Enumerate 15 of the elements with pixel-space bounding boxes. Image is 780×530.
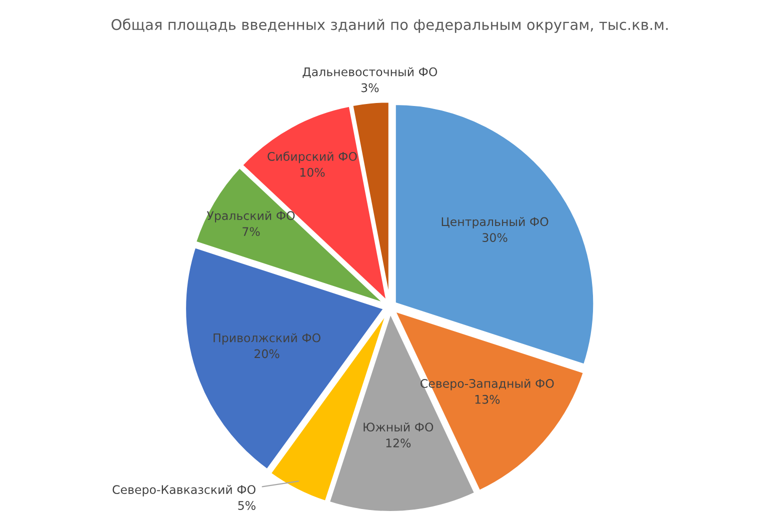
slice-label: Южный ФО: [364, 422, 434, 432]
data-label: 20%: [254, 349, 280, 358]
slice-label: Приволжский ФО: [214, 333, 320, 345]
data-label: 7%: [242, 227, 260, 236]
data-label: 3%: [361, 83, 379, 92]
slice-label: Северо-Кавказский ФО: [112, 484, 256, 496]
slice-label: Дальневосточный ФО: [302, 67, 438, 78]
data-label: 5%: [238, 501, 256, 510]
chart-title: Общая площадь введенных зданий по федеральным округам, тыс.кв.м.: [112, 18, 668, 33]
data-label: 30%: [482, 233, 508, 242]
slice-label: Центральный ФО: [442, 217, 548, 228]
slice-label: Сибирский ФО: [268, 152, 357, 164]
data-label: 13%: [475, 394, 500, 404]
data-label: 12%: [386, 438, 411, 448]
data-label: 10%: [300, 168, 325, 177]
